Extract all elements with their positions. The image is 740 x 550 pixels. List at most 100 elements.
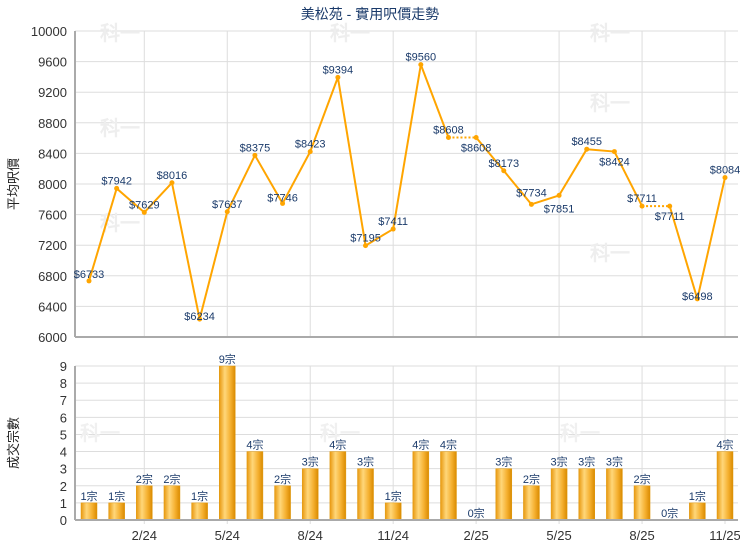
bar [329,451,347,521]
data-point [307,149,313,155]
line-segment [613,151,643,207]
bar-label: 1宗 [80,489,97,503]
line-segment [392,64,422,230]
watermark: 科一 [590,241,630,265]
bar-label: 9宗 [219,352,236,366]
bar [606,468,623,521]
line-segment [281,151,312,204]
line-segment [336,77,367,246]
bar [246,451,264,521]
data-label: $7711 [655,211,685,223]
y-tick-label: 6000 [38,330,67,345]
bar [163,485,181,521]
bar [523,485,540,521]
y-tick-label: 3 [60,462,67,477]
watermark: 科一 [80,421,120,445]
price-chart: 6000 6400 6800 7200 7600 8000 8400 8800 9200 9600… [31,21,740,345]
y-tick-label: 7 [60,393,67,408]
bar [633,485,651,521]
volume-chart: 0 1 2 3 4 5 6 7 8 9 2/24 5/24 8/24 11/24 2/25 5/25 8/25 1… [60,352,740,543]
data-label: $6733 [74,269,105,281]
x-tick-label: 8/25 [629,528,654,543]
data-point [169,180,175,186]
data-label: $7942 [101,175,132,187]
bar-label: 2宗 [523,472,540,486]
data-label: $7629 [129,199,160,211]
data-point [280,200,286,206]
bar-label: 2宗 [163,472,180,486]
data-point [694,296,700,302]
bar-label: 0宗 [468,506,485,520]
data-point [501,168,507,174]
y-tick-label: 8 [60,376,67,391]
data-label: $8608 [433,124,464,136]
line-segment [475,136,505,172]
data-point [445,134,451,140]
watermark: 科一 [590,21,630,45]
data-point [390,226,396,232]
y-tick-label: 8000 [38,177,67,192]
x-tick-label: 5/24 [215,528,240,543]
bar [301,468,319,521]
y-tick-label: 9 [60,359,67,374]
bar [716,451,734,521]
y-tick-label: 0 [60,513,67,528]
data-label: $8455 [571,136,602,148]
data-label: $8423 [295,139,326,151]
data-label: $6498 [682,291,713,303]
data-label: $7851 [544,203,575,215]
chart-title: 美松苑 - 實用呎價走勢 [301,6,439,22]
bar [412,451,430,521]
watermark: 科一 [320,421,360,445]
data-point [528,201,534,207]
bar-label: 3宗 [578,455,595,469]
bar [191,502,208,521]
data-label: $9560 [406,52,437,64]
y-tick-label: 7600 [38,208,67,223]
data-point [584,146,590,152]
line-segment [309,77,339,152]
bar [495,468,513,521]
data-point [611,149,617,155]
data-label: $8608 [461,142,492,154]
volume-y-axis-label: 成交宗數 [6,417,21,469]
bar-label: 3宗 [495,455,512,469]
bar [108,502,125,521]
line-segment [365,228,394,247]
line-segment [115,187,145,214]
bar [689,502,706,521]
data-point [252,152,258,158]
price-y-axis-label: 平均呎價 [6,158,21,210]
y-tick-label: 6400 [38,299,67,314]
x-tick-label: 2/24 [132,528,157,543]
data-label: $8375 [240,142,271,154]
y-tick-label: 9600 [38,55,67,70]
y-tick-label: 5 [60,427,67,442]
bar [136,485,153,521]
bar [219,365,236,521]
watermark: 科一 [330,21,370,45]
data-point [363,243,369,249]
data-point [473,134,479,140]
y-tick-label: 8800 [38,116,67,131]
data-point [197,316,203,322]
line-segment [668,205,699,300]
bar-label: 4宗 [412,438,429,452]
watermark: 科一 [590,91,630,115]
y-tick-label: 1 [60,496,67,511]
data-point [141,209,147,215]
data-point [418,62,424,68]
y-tick-label: 7200 [38,238,67,253]
line-segment [586,148,615,153]
bar-label: 3宗 [606,455,623,469]
bar-label: 3宗 [357,455,374,469]
line-segment [226,154,256,213]
x-tick-label: 11/25 [709,528,740,543]
data-point [722,175,728,181]
line-segment [503,170,533,205]
bar [274,485,291,521]
data-label: $7411 [378,216,408,228]
bar-label: 4宗 [716,438,733,452]
line-segment [696,177,726,300]
data-label: $7711 [627,193,657,205]
